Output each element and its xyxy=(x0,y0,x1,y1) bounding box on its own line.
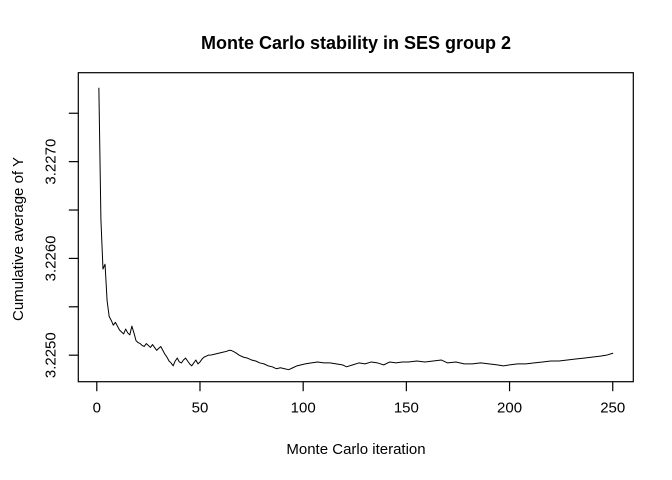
y-axis: 3.2250 3.2260 3.2270 xyxy=(43,112,79,378)
x-tick-label: 200 xyxy=(497,400,522,417)
y-tick-label: 3.2260 xyxy=(43,235,60,281)
x-tick-label: 50 xyxy=(192,400,209,417)
x-axis-title: Monte Carlo iteration xyxy=(286,441,426,458)
series-line xyxy=(98,87,614,371)
x-tick-label: 0 xyxy=(93,400,101,417)
chart-title: Monte Carlo stability in SES group 2 xyxy=(200,33,512,53)
plot-border xyxy=(77,72,634,383)
plot-box xyxy=(77,72,634,383)
y-tick-label: 3.2250 xyxy=(43,332,60,378)
y-tick-label: 3.2270 xyxy=(43,139,60,185)
x-tick-label: 100 xyxy=(291,400,316,417)
data-series xyxy=(98,87,614,371)
x-axis: 0 50 100 150 200 250 xyxy=(93,381,625,417)
x-tick-label: 150 xyxy=(394,400,419,417)
x-tick-label: 250 xyxy=(600,400,625,417)
